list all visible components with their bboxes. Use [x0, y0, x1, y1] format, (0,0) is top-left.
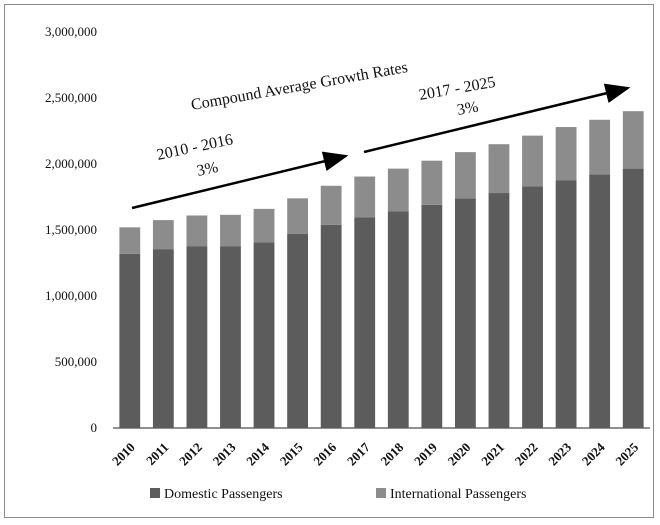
y-axis-ticks: 0 500,000 1,000,000 1,500,000 2,000,000 2,500…: [45, 24, 97, 435]
legend-label-domestic: Domestic Passengers: [164, 487, 283, 502]
bar-international: [320, 185, 342, 225]
y-tick-label: 1,500,000: [45, 222, 97, 237]
x-tick-label: 2022: [512, 440, 541, 469]
growth-arrow-period1: [131, 151, 349, 210]
bar-domestic: [354, 217, 376, 428]
x-tick-label: 2018: [377, 439, 406, 468]
bar-domestic: [522, 186, 543, 428]
x-tick-label: 2019: [411, 439, 440, 468]
x-tick-label: 2014: [243, 439, 272, 468]
bar-international: [622, 111, 644, 169]
bar-domestic: [119, 253, 141, 428]
bar-international: [421, 160, 443, 205]
y-tick-label: 0: [91, 420, 98, 435]
x-tick-label: 2015: [277, 439, 306, 468]
legend-swatch-international: [376, 488, 386, 498]
bar-international: [455, 152, 476, 199]
x-tick-label: 2021: [478, 440, 507, 469]
bar-domestic: [186, 246, 208, 428]
bar-international: [253, 208, 275, 243]
x-tick-label: 2012: [176, 440, 205, 469]
bar-domestic: [589, 174, 611, 428]
legend-swatch-domestic: [150, 488, 160, 498]
bar-domestic: [555, 180, 577, 428]
annotation-heading: Compound Average Growth Rates: [190, 59, 409, 114]
bar-international: [387, 168, 409, 212]
bar-international: [555, 127, 577, 181]
x-tick-label: 2011: [143, 440, 171, 468]
y-tick-label: 500,000: [55, 354, 97, 369]
bar-domestic: [488, 193, 510, 428]
x-axis-ticks: 2010 2011 2012 2013 2014 2015 2016 2017 2018 2019…: [109, 439, 642, 468]
y-tick-label: 2,500,000: [45, 90, 97, 105]
bar-domestic: [455, 198, 476, 428]
x-tick-label: 2010: [109, 440, 138, 469]
x-tick-label: 2017: [344, 439, 373, 468]
bar-domestic: [253, 242, 275, 428]
bar-international: [119, 227, 141, 254]
bar-international: [220, 214, 241, 247]
bar-international: [186, 215, 208, 247]
bar-international: [287, 198, 308, 234]
x-tick-label: 2020: [445, 440, 474, 469]
y-tick-label: 1,000,000: [45, 288, 97, 303]
bar-international: [488, 144, 510, 194]
growth-arrow-period2: [363, 83, 631, 154]
x-tick-label: 2025: [612, 439, 641, 468]
y-tick-label: 3,000,000: [45, 24, 97, 39]
bar-international: [354, 176, 376, 218]
annotation-period2-rate: 3%: [456, 98, 480, 118]
bar-domestic: [387, 211, 409, 428]
legend-label-international: International Passengers: [390, 487, 526, 502]
x-tick-label: 2013: [210, 439, 239, 468]
bar-domestic: [421, 204, 443, 428]
bar-international: [152, 220, 174, 250]
bar-domestic: [320, 224, 342, 428]
bar-domestic: [622, 168, 644, 428]
bar-international: [522, 135, 543, 187]
x-tick-label: 2016: [310, 439, 339, 468]
x-tick-label: 2024: [579, 439, 608, 468]
annotation-period2-label: 2017 - 2025: [418, 74, 497, 104]
bar-domestic: [220, 246, 241, 428]
legend: Domestic Passengers International Passen…: [150, 487, 526, 502]
y-tick-label: 2,000,000: [45, 156, 97, 171]
bar-international: [589, 119, 611, 175]
annotation-period1-label: 2010 - 2016: [155, 131, 234, 164]
x-tick-label: 2023: [545, 439, 574, 468]
bar-domestic: [287, 233, 308, 428]
bar-domestic: [152, 249, 174, 428]
bars: [119, 111, 644, 428]
annotation-period1-rate: 3%: [195, 159, 219, 180]
